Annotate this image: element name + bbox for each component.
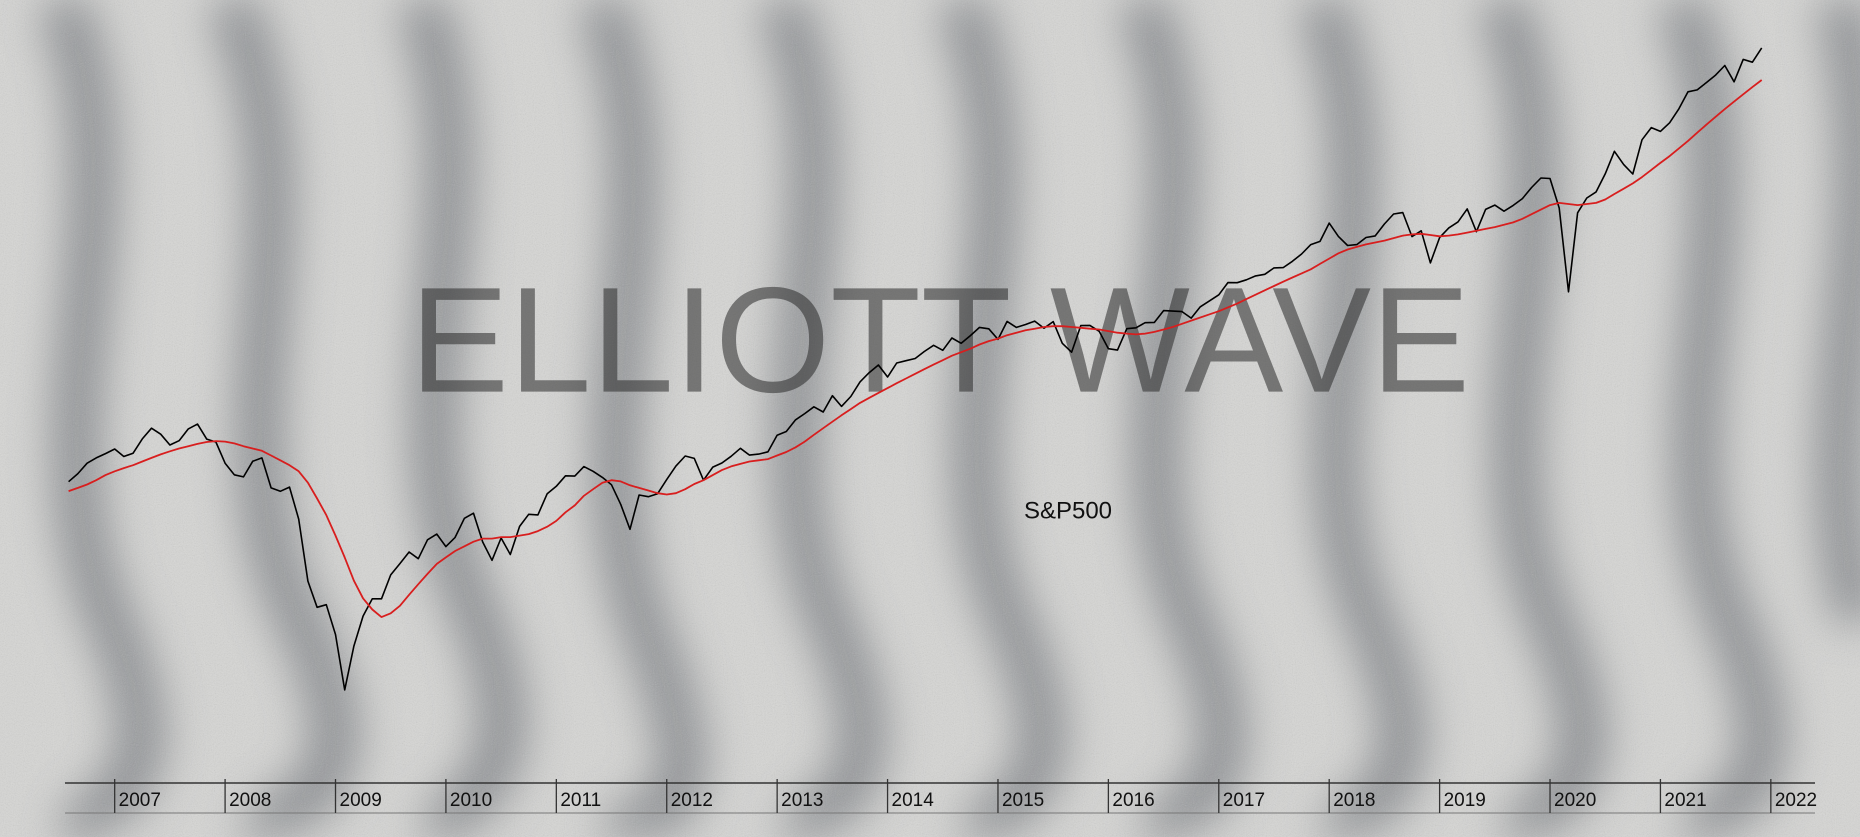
x-tick-label: 2007 bbox=[119, 790, 161, 811]
x-tick-label: 2009 bbox=[340, 790, 382, 811]
x-tick-label: 2011 bbox=[560, 790, 601, 811]
x-tick-label: 2019 bbox=[1444, 790, 1486, 811]
x-tick-label: 2016 bbox=[1112, 790, 1154, 811]
x-tick-label: 2010 bbox=[450, 790, 492, 811]
x-tick-label: 2014 bbox=[892, 790, 935, 811]
moving-average-line bbox=[68, 79, 1763, 618]
x-tick-label: 2021 bbox=[1664, 790, 1706, 811]
x-tick-label: 2013 bbox=[781, 790, 823, 811]
series-label: S&P500 bbox=[1024, 497, 1112, 524]
x-tick-label: 2017 bbox=[1223, 790, 1265, 811]
x-tick-label: 2012 bbox=[671, 790, 713, 811]
x-tick-label: 2008 bbox=[229, 790, 271, 811]
x-tick-label: 2022 bbox=[1775, 790, 1817, 811]
price-line bbox=[68, 47, 1763, 691]
x-tick-label: 2020 bbox=[1554, 790, 1596, 811]
x-tick-label: 2015 bbox=[1002, 790, 1044, 811]
watermark: ELLIOTT WAVE bbox=[410, 256, 1470, 424]
x-tick-label: 2018 bbox=[1333, 790, 1375, 811]
